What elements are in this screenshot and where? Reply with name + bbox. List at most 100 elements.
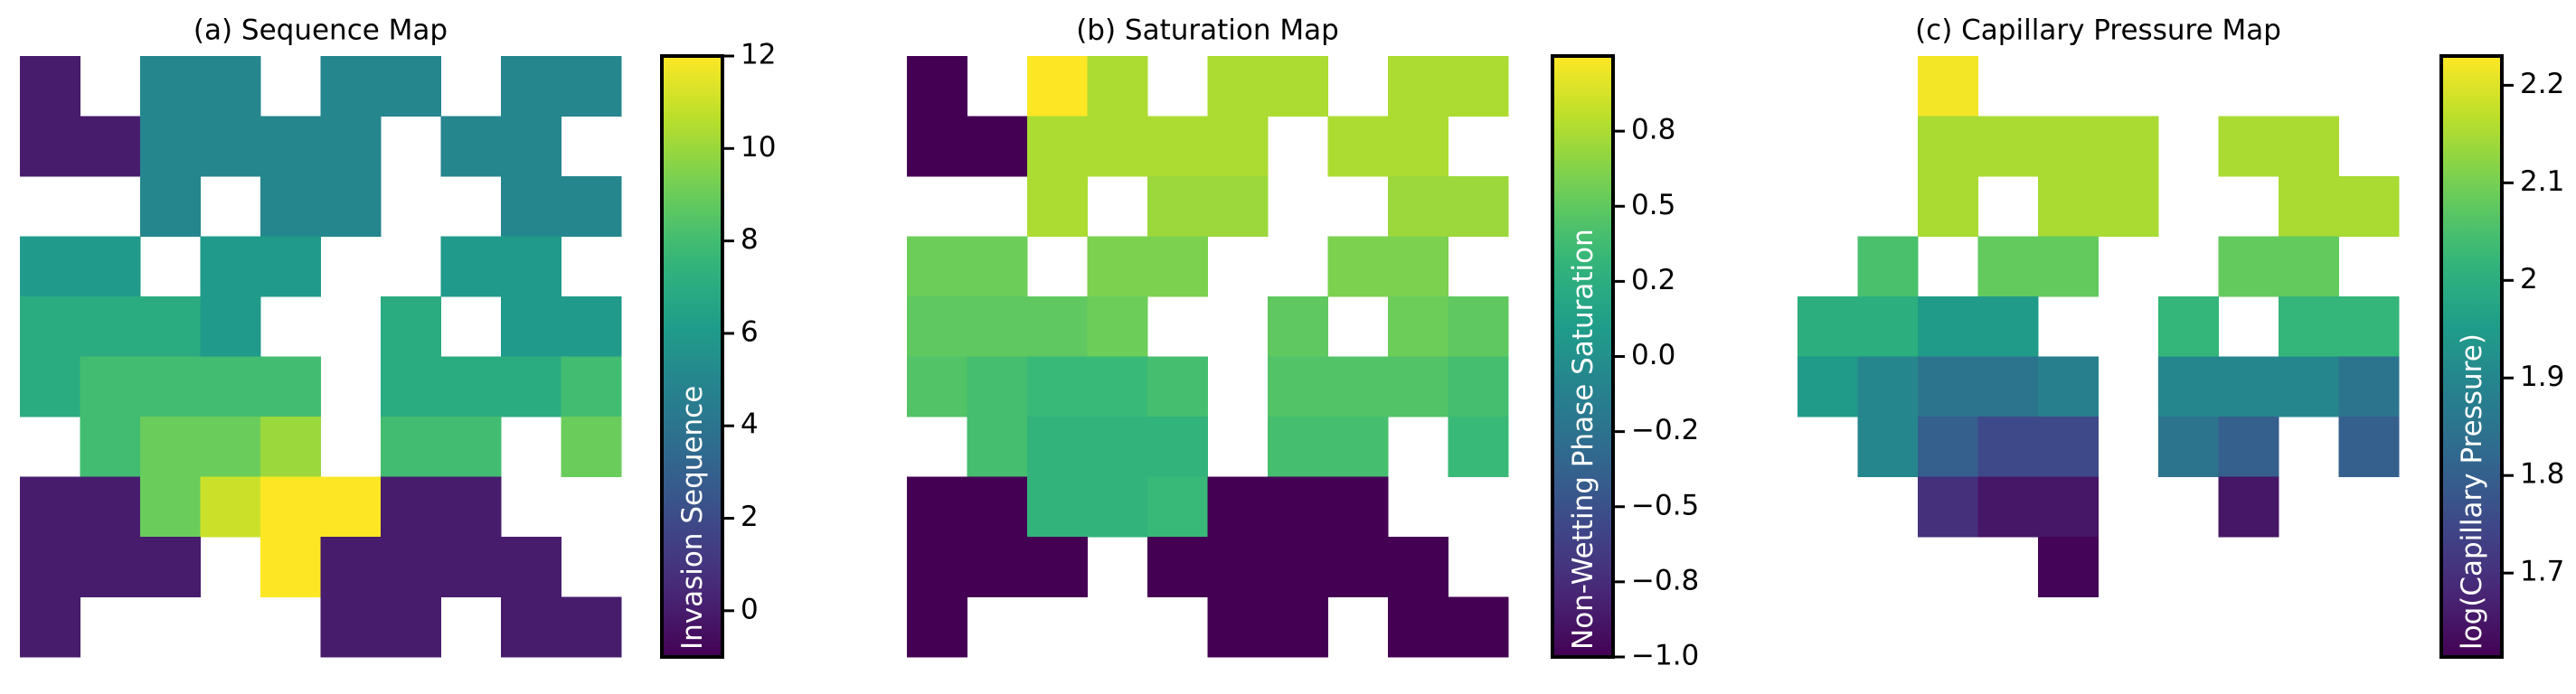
map-cell — [440, 417, 502, 477]
map-cell — [1207, 537, 1269, 597]
map-cell — [501, 596, 561, 658]
map-cell — [2279, 296, 2339, 357]
map-cell — [381, 537, 441, 597]
map-cell — [1977, 356, 2039, 417]
map-cell — [1918, 56, 1978, 117]
map-cell — [2038, 236, 2099, 297]
map-cell — [1977, 476, 2039, 538]
map-cell — [260, 176, 321, 237]
map-cell — [1857, 417, 1919, 477]
map-cell — [2279, 356, 2339, 417]
map-cell — [1918, 417, 1978, 477]
colorbar-tick-label: −0.8 — [1631, 564, 1699, 596]
map-cell — [1388, 537, 1448, 597]
map-cell — [1268, 56, 1328, 117]
map-cell — [1087, 417, 1148, 477]
colorbar-tick-label: 0.2 — [1631, 264, 1675, 296]
map-cell — [561, 56, 622, 117]
map-cell — [2038, 176, 2099, 237]
map-cell — [1147, 417, 1208, 477]
colorbar-tick-label: 6 — [741, 315, 759, 348]
map-cell — [1087, 116, 1148, 177]
map-cell — [1027, 476, 1088, 538]
map-cell — [1147, 236, 1208, 297]
map-cell — [1087, 356, 1148, 417]
map-cell — [907, 356, 967, 417]
map-cell — [260, 116, 321, 177]
map-cell — [1327, 236, 1389, 297]
map-cell — [200, 116, 261, 177]
colorbar-tick-label: 2.1 — [2520, 165, 2564, 198]
map-cell — [967, 296, 1028, 357]
map-cell — [200, 56, 261, 117]
map-cell — [1388, 296, 1448, 357]
colorbar-tick-label: 2 — [2520, 263, 2538, 295]
colorbar — [660, 54, 724, 659]
map-cell — [1027, 356, 1088, 417]
map-cell — [20, 356, 80, 417]
colorbar-tick-label: 2 — [741, 501, 759, 533]
colorbar-tick-label: 0.5 — [1631, 189, 1675, 221]
colorbar-tick-label: 4 — [741, 408, 759, 441]
map-cell — [1857, 296, 1919, 357]
map-cell — [1027, 537, 1088, 597]
map-cell — [2218, 417, 2279, 477]
map-cell — [501, 296, 561, 357]
map-cell — [2279, 236, 2339, 297]
map-cell — [561, 417, 622, 477]
map-cell — [20, 296, 80, 357]
map-cell — [1918, 296, 1978, 357]
map-cell — [2338, 176, 2400, 237]
map-cell — [1027, 56, 1088, 117]
map-cell — [20, 236, 80, 297]
map-cell — [200, 296, 261, 357]
colorbar-tick-label: −0.2 — [1631, 414, 1699, 446]
map-cell — [1207, 596, 1269, 658]
map-cell — [140, 176, 201, 237]
map-cell — [1448, 56, 1509, 117]
colorbar-tick-label: 10 — [741, 131, 776, 164]
colorbar-label: log(Capillary Pressure) — [2456, 333, 2488, 650]
map-cell — [2218, 476, 2279, 538]
colorbar-tick-label: 12 — [741, 39, 776, 71]
map-cell — [2098, 176, 2159, 237]
map-cell — [1918, 476, 1978, 538]
colorbar — [1551, 54, 1615, 659]
map-cell — [200, 356, 261, 417]
panel-title: (b) Saturation Map — [1076, 14, 1339, 47]
map-cell — [80, 356, 141, 417]
map-cell — [1977, 417, 2039, 477]
map-cell — [501, 56, 561, 117]
map-cell — [1268, 296, 1328, 357]
map-cell — [1207, 116, 1269, 177]
map-cell — [140, 356, 201, 417]
map-cell — [80, 116, 141, 177]
map-cell — [200, 417, 261, 477]
map-cell — [501, 236, 561, 297]
map-cell — [1388, 116, 1448, 177]
map-cell — [1798, 356, 1858, 417]
map-cell — [440, 236, 502, 297]
map-cell — [2218, 356, 2279, 417]
map-cell — [1388, 596, 1448, 658]
map-cell — [1388, 356, 1448, 417]
map-cell — [967, 476, 1028, 538]
panel-title: (c) Capillary Pressure Map — [1915, 14, 2281, 47]
map-cell — [1448, 296, 1509, 357]
map-cell — [1027, 116, 1088, 177]
map-cell — [1087, 296, 1148, 357]
map-cell — [561, 296, 622, 357]
map-cell — [381, 296, 441, 357]
map-cell — [140, 296, 201, 357]
map-cell — [907, 296, 967, 357]
map-cell — [1147, 476, 1208, 538]
map-cell — [320, 537, 382, 597]
colorbar-tick-label: 0 — [741, 593, 759, 625]
map-cell — [20, 116, 80, 177]
map-cell — [1087, 476, 1148, 538]
map-cell — [1147, 537, 1208, 597]
map-cell — [501, 537, 561, 597]
map-cell — [907, 56, 967, 117]
map-cell — [1027, 296, 1088, 357]
map-cell — [2158, 356, 2219, 417]
